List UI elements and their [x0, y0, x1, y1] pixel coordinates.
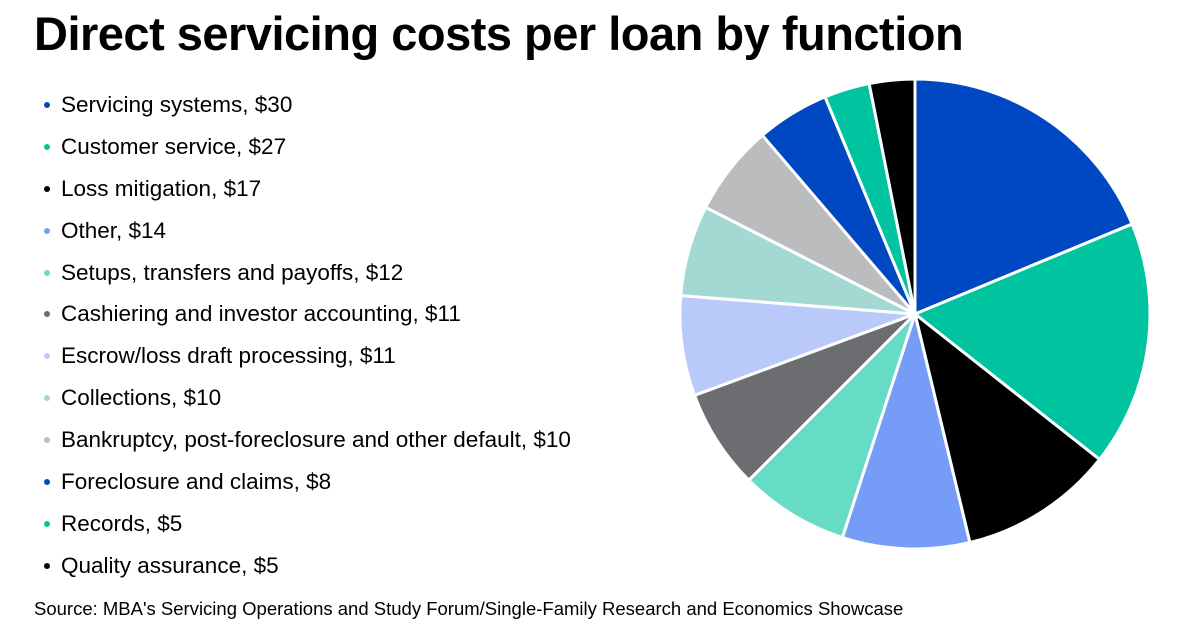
legend-label: Foreclosure and claims, $8: [61, 468, 332, 494]
legend-label: Escrow/loss draft processing, $11: [61, 343, 396, 369]
legend-label: Cashiering and investor accounting, $11: [61, 301, 461, 327]
source-note: Source: MBA's Servicing Operations and S…: [34, 598, 904, 619]
legend-bullet-icon: [44, 395, 50, 402]
legend-label: Bankruptcy, post-foreclosure and other d…: [61, 427, 571, 453]
legend-item: Foreclosure and claims, $8: [44, 461, 571, 503]
legend-bullet-icon: [44, 478, 50, 485]
legend-label: Records, $5: [61, 510, 183, 536]
legend-bullet-icon: [44, 185, 50, 192]
legend-bullet-icon: [44, 227, 50, 234]
legend-item: Bankruptcy, post-foreclosure and other d…: [44, 419, 571, 461]
legend-bullet-icon: [44, 101, 50, 108]
legend-item: Other, $14: [44, 210, 571, 252]
legend-label: Setups, transfers and payoffs, $12: [61, 259, 404, 285]
legend-item: Loss mitigation, $17: [44, 168, 571, 210]
legend-bullet-icon: [44, 353, 50, 360]
pie-slice: [867, 77, 917, 316]
legend-label: Customer service, $27: [61, 133, 287, 159]
legend-bullet-icon: [44, 437, 50, 444]
chart-title: Direct servicing costs per loan by funct…: [34, 7, 964, 60]
pie-slice: [913, 312, 1102, 545]
legend-label: Other, $14: [61, 217, 167, 243]
pie-chart: [678, 77, 1152, 551]
legend-item: Records, $5: [44, 503, 571, 545]
legend-label: Servicing systems, $30: [61, 91, 293, 117]
legend-bullet-icon: [44, 311, 50, 318]
pie-slice: [913, 222, 1152, 461]
legend-item: Setups, transfers and payoffs, $12: [44, 252, 571, 294]
legend-item: Escrow/loss draft processing, $11: [44, 335, 571, 377]
legend-item: Quality assurance, $5: [44, 545, 571, 587]
pie-slice: [840, 312, 972, 551]
legend-bullet-icon: [44, 269, 50, 276]
legend: Servicing systems, $30 Customer service, …: [44, 84, 571, 587]
pie-slice: [747, 312, 917, 539]
legend-item: Servicing systems, $30: [44, 84, 571, 126]
legend-bullet-icon: [44, 143, 50, 150]
pie-slice: [913, 77, 1134, 316]
legend-label: Loss mitigation, $17: [61, 175, 262, 201]
legend-label: Quality assurance, $5: [61, 552, 279, 578]
legend-item: Collections, $10: [44, 377, 571, 419]
legend-item: Customer service, $27: [44, 126, 571, 168]
legend-label: Collections, $10: [61, 385, 222, 411]
legend-bullet-icon: [44, 520, 50, 527]
legend-item: Cashiering and investor accounting, $11: [44, 293, 571, 335]
legend-bullet-icon: [44, 562, 50, 569]
